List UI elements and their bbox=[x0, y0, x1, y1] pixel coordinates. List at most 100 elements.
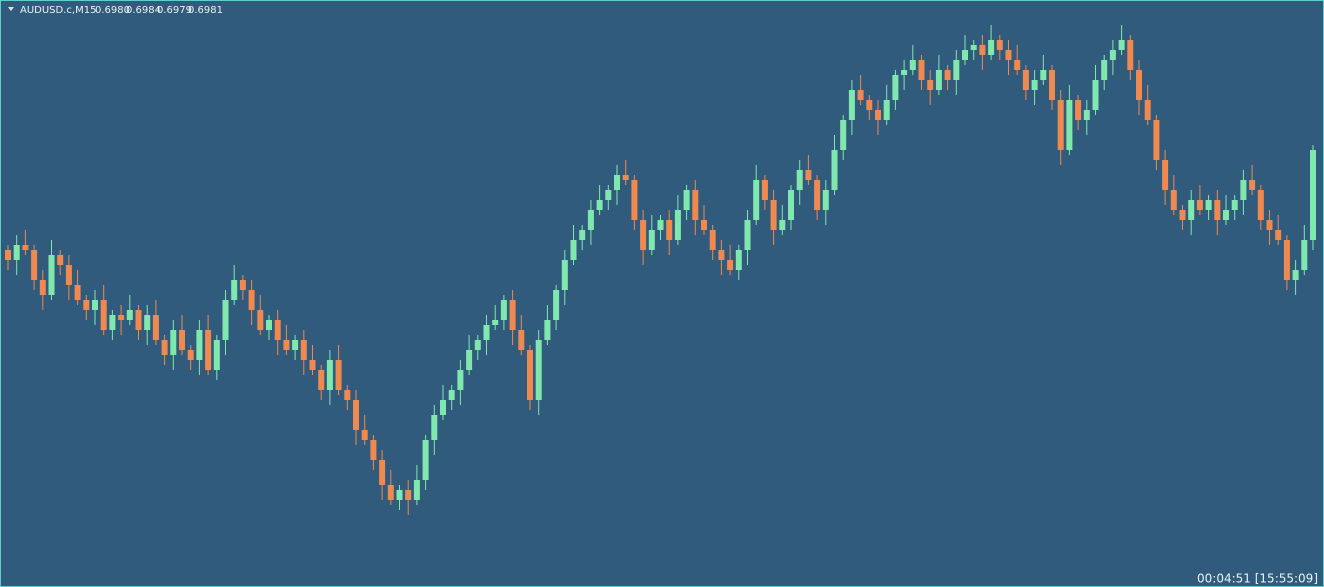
candle-body bbox=[1049, 70, 1055, 100]
candle-body bbox=[1127, 40, 1134, 70]
candle-body bbox=[57, 255, 64, 265]
candle-body bbox=[144, 315, 151, 330]
candle-body bbox=[300, 340, 307, 360]
candle-body bbox=[753, 180, 760, 220]
candle-body bbox=[1040, 70, 1047, 80]
candle-body bbox=[344, 390, 351, 400]
candle-body bbox=[909, 60, 916, 70]
candle-body bbox=[657, 220, 664, 230]
candle-body bbox=[222, 300, 229, 340]
candle-body bbox=[500, 300, 507, 320]
candle-body bbox=[1083, 110, 1090, 120]
candle-body bbox=[422, 440, 429, 480]
candle-body bbox=[92, 300, 98, 310]
candle-body bbox=[1022, 70, 1029, 90]
candle-body bbox=[1031, 80, 1038, 90]
candle-body bbox=[1205, 200, 1212, 210]
candle-body bbox=[535, 340, 542, 400]
candle-body bbox=[883, 100, 890, 120]
candle-body bbox=[1118, 40, 1125, 50]
candle-body bbox=[257, 310, 264, 330]
candle-body bbox=[848, 90, 855, 120]
candle-body bbox=[831, 150, 838, 190]
candle-body bbox=[622, 175, 629, 180]
candle-body bbox=[309, 360, 316, 370]
candle-body bbox=[718, 250, 725, 260]
candle-body bbox=[527, 350, 533, 400]
candle-body bbox=[109, 315, 116, 330]
candle-body bbox=[614, 175, 620, 190]
candle-body bbox=[83, 300, 90, 310]
candle-body bbox=[65, 265, 72, 285]
candle-body bbox=[370, 440, 377, 460]
candle-body bbox=[944, 70, 951, 80]
candle-body bbox=[631, 180, 638, 220]
candle-body bbox=[979, 45, 986, 55]
symbol-label: AUDUSD.c,M15 bbox=[20, 5, 96, 16]
ohlc-value: 0.6981 bbox=[188, 5, 223, 16]
candle-body bbox=[962, 50, 968, 60]
candle-body bbox=[918, 60, 925, 80]
candle-body bbox=[570, 240, 577, 260]
candle-body bbox=[126, 310, 133, 320]
candle-body bbox=[205, 330, 212, 370]
candle-body bbox=[1014, 60, 1021, 70]
candle-body bbox=[640, 220, 647, 250]
candle-body bbox=[361, 430, 368, 440]
candle-body bbox=[1240, 180, 1247, 200]
candle-body bbox=[1075, 100, 1082, 120]
candle-body bbox=[266, 320, 272, 330]
candle-body bbox=[1223, 210, 1229, 220]
candle-body bbox=[1092, 80, 1099, 110]
ohlc-value: 0.6984 bbox=[126, 5, 161, 16]
candle-body bbox=[161, 340, 168, 355]
candle-body bbox=[509, 300, 516, 330]
candle-body bbox=[814, 180, 821, 210]
ohlc-value: 0.6980 bbox=[95, 5, 130, 16]
candle-body bbox=[292, 340, 299, 350]
candle-body bbox=[744, 220, 751, 250]
candle-body bbox=[135, 310, 142, 330]
candle-body bbox=[100, 300, 107, 330]
candle-body bbox=[405, 490, 412, 500]
candle-body bbox=[544, 320, 551, 340]
candle-body bbox=[1292, 270, 1299, 280]
candle-body bbox=[1109, 50, 1116, 60]
candle-body bbox=[988, 40, 995, 55]
bar-timer: 00:04:51 [15:55:09] bbox=[1197, 572, 1318, 586]
candle-body bbox=[796, 170, 803, 190]
candle-body bbox=[48, 255, 55, 295]
candle-body bbox=[74, 285, 81, 300]
candle-body bbox=[761, 180, 768, 200]
candle-body bbox=[1153, 120, 1160, 160]
candle-body bbox=[1266, 220, 1273, 230]
candle-body bbox=[1283, 240, 1290, 280]
candle-body bbox=[805, 170, 812, 180]
candle-body bbox=[901, 70, 908, 75]
candle-body bbox=[1301, 240, 1308, 270]
candle-body bbox=[518, 330, 525, 350]
candle-body bbox=[692, 190, 699, 220]
candle-body bbox=[187, 350, 194, 360]
candle-body bbox=[274, 320, 281, 340]
candle-body bbox=[39, 280, 46, 295]
candle-body bbox=[1066, 100, 1073, 150]
candle-body bbox=[770, 200, 777, 230]
candle-body bbox=[492, 320, 499, 325]
candle-body bbox=[953, 60, 960, 80]
candle-body bbox=[553, 290, 560, 320]
candle-body bbox=[1310, 150, 1316, 240]
ohlc-value: 0.6979 bbox=[157, 5, 192, 16]
candle-body bbox=[709, 230, 716, 250]
candle-body bbox=[788, 190, 794, 220]
candle-body bbox=[440, 400, 446, 415]
collapse-arrow[interactable] bbox=[8, 7, 14, 11]
candle-body bbox=[935, 70, 942, 90]
candle-body bbox=[683, 190, 690, 210]
candle-body bbox=[587, 210, 594, 230]
candle-body bbox=[179, 330, 185, 350]
candle-body bbox=[701, 220, 707, 230]
candle-body bbox=[857, 90, 864, 100]
